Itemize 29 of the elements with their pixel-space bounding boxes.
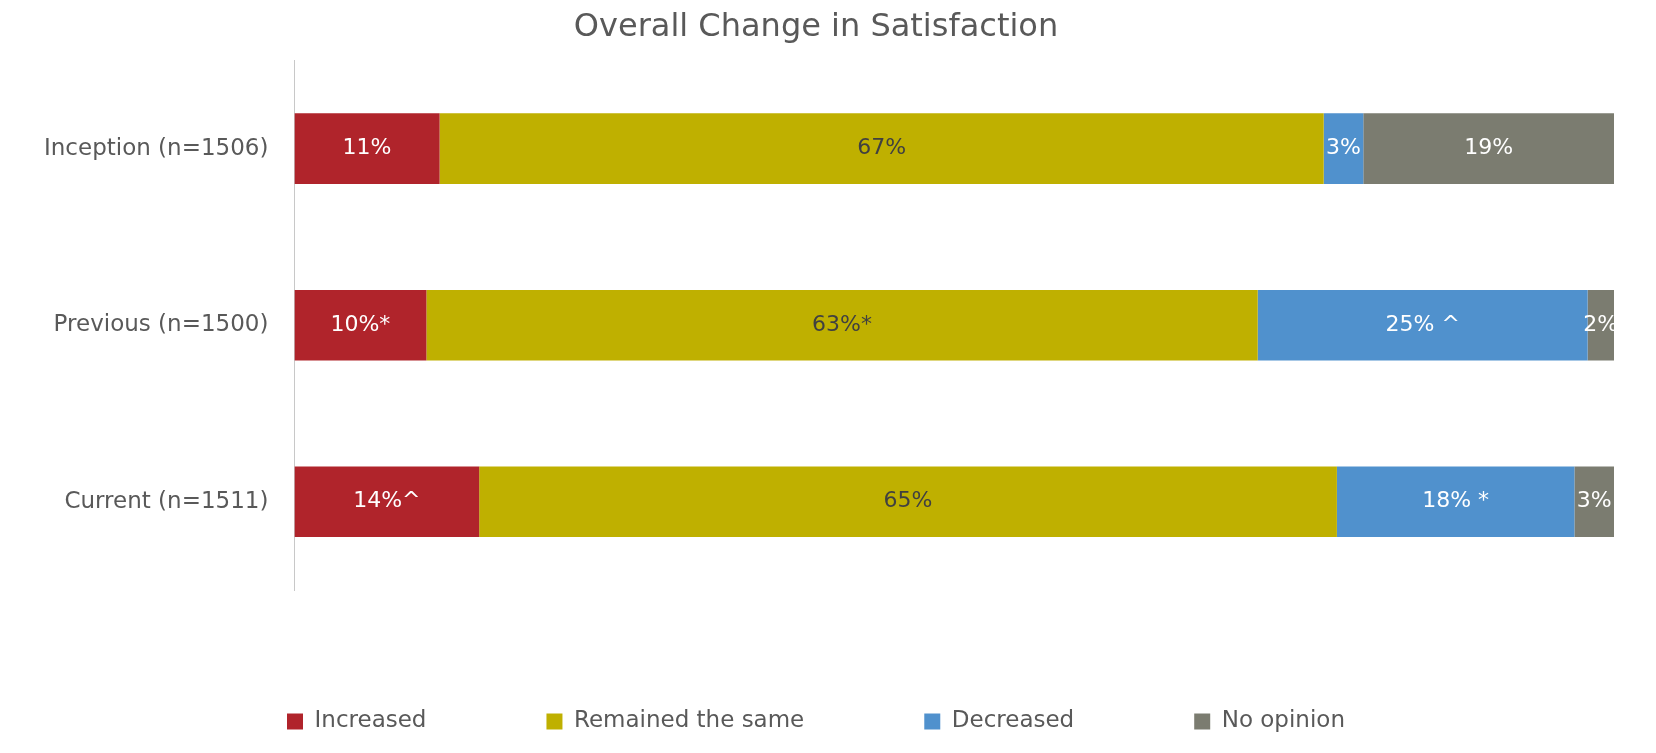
- legend-label: Remained the same: [573, 706, 805, 733]
- bar: [294, 113, 440, 184]
- bar: [294, 289, 427, 361]
- y-tick-label: Previous (n=1500): [53, 310, 269, 337]
- data-label: 3%: [1576, 487, 1612, 513]
- data-label: 10%*: [330, 310, 391, 336]
- bar: [1363, 113, 1614, 184]
- chart-title: Overall Change in Satisfaction: [573, 5, 1059, 44]
- data-label: 14%^: [353, 487, 421, 513]
- data-label: 18% *: [1422, 487, 1490, 513]
- legend-label: No opinion: [1221, 706, 1345, 733]
- bar: [479, 466, 1337, 538]
- y-tick-label: Inception (n=1506): [44, 133, 269, 160]
- data-label: 63%*: [812, 310, 873, 336]
- bar: [439, 113, 1324, 184]
- data-label: 3%: [1326, 134, 1361, 160]
- legend-label: Decreased: [951, 706, 1075, 733]
- data-label: 11%: [342, 134, 392, 160]
- data-label: 65%: [883, 487, 933, 513]
- y-tick-label: Current (n=1511): [64, 486, 269, 513]
- legend-label: Increased: [314, 706, 427, 733]
- bar: [294, 466, 480, 538]
- bar: [1323, 113, 1364, 184]
- data-label: 19%: [1464, 134, 1514, 160]
- bar: [1336, 466, 1575, 538]
- data-label: 25% ^: [1385, 310, 1460, 336]
- bar: [426, 289, 1258, 361]
- bar: [1574, 466, 1614, 538]
- data-label: 67%: [857, 134, 907, 160]
